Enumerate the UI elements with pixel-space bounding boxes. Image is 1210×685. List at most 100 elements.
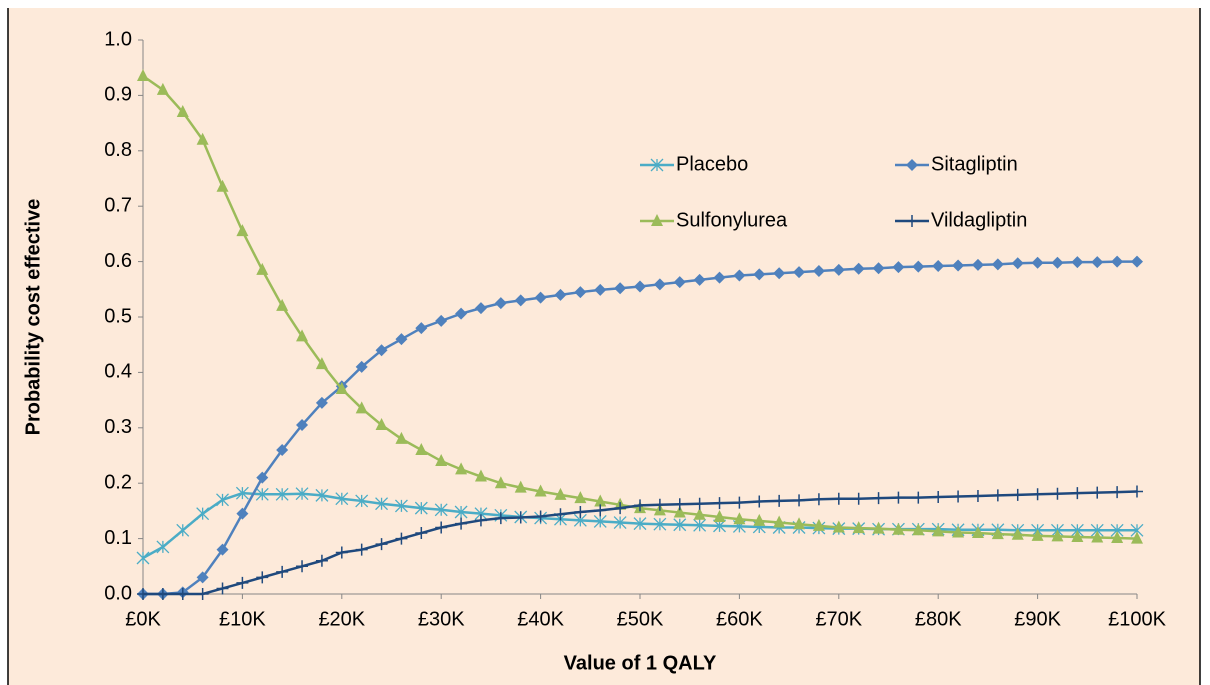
data-point [375, 344, 388, 357]
data-point [991, 527, 1004, 540]
data-point [554, 487, 567, 500]
data-point [256, 471, 269, 484]
data-point [1011, 488, 1024, 501]
data-point [872, 262, 885, 275]
data-point [614, 282, 627, 295]
data-point [613, 516, 627, 529]
y-tick-label: 0.2 [104, 471, 132, 493]
y-axis-label: Probability cost effective [22, 199, 44, 436]
data-point [1031, 256, 1044, 269]
data-point [455, 462, 468, 475]
data-point [414, 501, 428, 515]
data-point [236, 576, 249, 589]
data-point [256, 262, 269, 275]
data-point [1051, 487, 1064, 500]
data-point [693, 518, 707, 532]
data-point [276, 298, 289, 311]
data-point [1011, 527, 1024, 540]
data-point [852, 262, 865, 275]
x-tick-label: £20K [318, 608, 365, 630]
y-tick-label: 0.0 [104, 582, 132, 604]
legend-label: Sitagliptin [931, 153, 1018, 175]
data-point [375, 418, 388, 431]
data-point [1091, 530, 1104, 543]
data-point [534, 484, 547, 497]
data-point [713, 497, 726, 510]
data-point [693, 273, 706, 286]
data-point [415, 527, 428, 540]
data-point [1111, 531, 1124, 544]
data-point [594, 283, 607, 296]
data-point [793, 494, 806, 507]
data-point [673, 505, 686, 518]
data-point [753, 268, 766, 281]
data-point [236, 507, 249, 520]
data-point [633, 517, 647, 531]
data-point [1111, 486, 1124, 499]
data-point [733, 512, 746, 525]
data-point [713, 271, 726, 284]
data-point [713, 509, 726, 522]
data-point [216, 493, 229, 507]
data-point [773, 494, 786, 507]
data-point [1051, 529, 1064, 542]
y-tick-label: 0.4 [104, 361, 132, 383]
data-point [971, 258, 984, 271]
data-point [594, 504, 607, 517]
data-point [1031, 528, 1044, 541]
data-point [454, 505, 468, 519]
data-point [952, 490, 965, 503]
data-point [812, 518, 825, 531]
y-tick-label: 0.7 [104, 194, 132, 216]
data-point [355, 401, 368, 414]
data-point [932, 491, 945, 504]
data-point [634, 280, 646, 293]
data-point [773, 267, 786, 280]
x-tick-label: £50K [617, 608, 664, 630]
data-point [514, 480, 527, 493]
data-point [415, 322, 428, 335]
data-point [832, 492, 845, 505]
data-point [554, 508, 567, 521]
x-tick-label: £80K [915, 608, 962, 630]
data-point [435, 314, 448, 327]
data-point [534, 510, 547, 523]
data-point [932, 260, 945, 273]
y-tick-label: 0.8 [104, 139, 132, 161]
data-point [216, 582, 229, 595]
y-tick-label: 0.3 [104, 416, 132, 438]
legend-marker [906, 159, 918, 171]
data-point [236, 224, 249, 237]
data-point [315, 357, 328, 370]
data-point [435, 454, 448, 467]
data-point [534, 291, 547, 304]
data-point [594, 494, 607, 507]
data-point [971, 489, 984, 502]
data-point [275, 487, 289, 501]
data-point [653, 517, 667, 531]
data-point [315, 554, 328, 567]
data-point [296, 329, 309, 342]
data-point [474, 514, 487, 527]
data-point [812, 493, 825, 506]
x-tick-label: £10K [219, 608, 266, 630]
data-point [196, 571, 209, 584]
y-tick-label: 0.5 [104, 305, 132, 327]
data-point [176, 588, 189, 600]
data-point [753, 513, 766, 526]
data-point [892, 491, 905, 504]
legend-label: Vildagliptin [931, 209, 1027, 231]
data-point [256, 571, 269, 584]
legend-label: Sulfonylurea [676, 209, 788, 231]
legend-label: Placebo [676, 153, 748, 175]
data-point [1111, 255, 1124, 268]
data-point [1131, 485, 1143, 498]
data-point [335, 492, 349, 506]
data-point [912, 491, 925, 504]
data-point [1091, 256, 1104, 269]
data-point [733, 269, 746, 282]
data-point [673, 518, 687, 532]
data-point [932, 524, 945, 537]
